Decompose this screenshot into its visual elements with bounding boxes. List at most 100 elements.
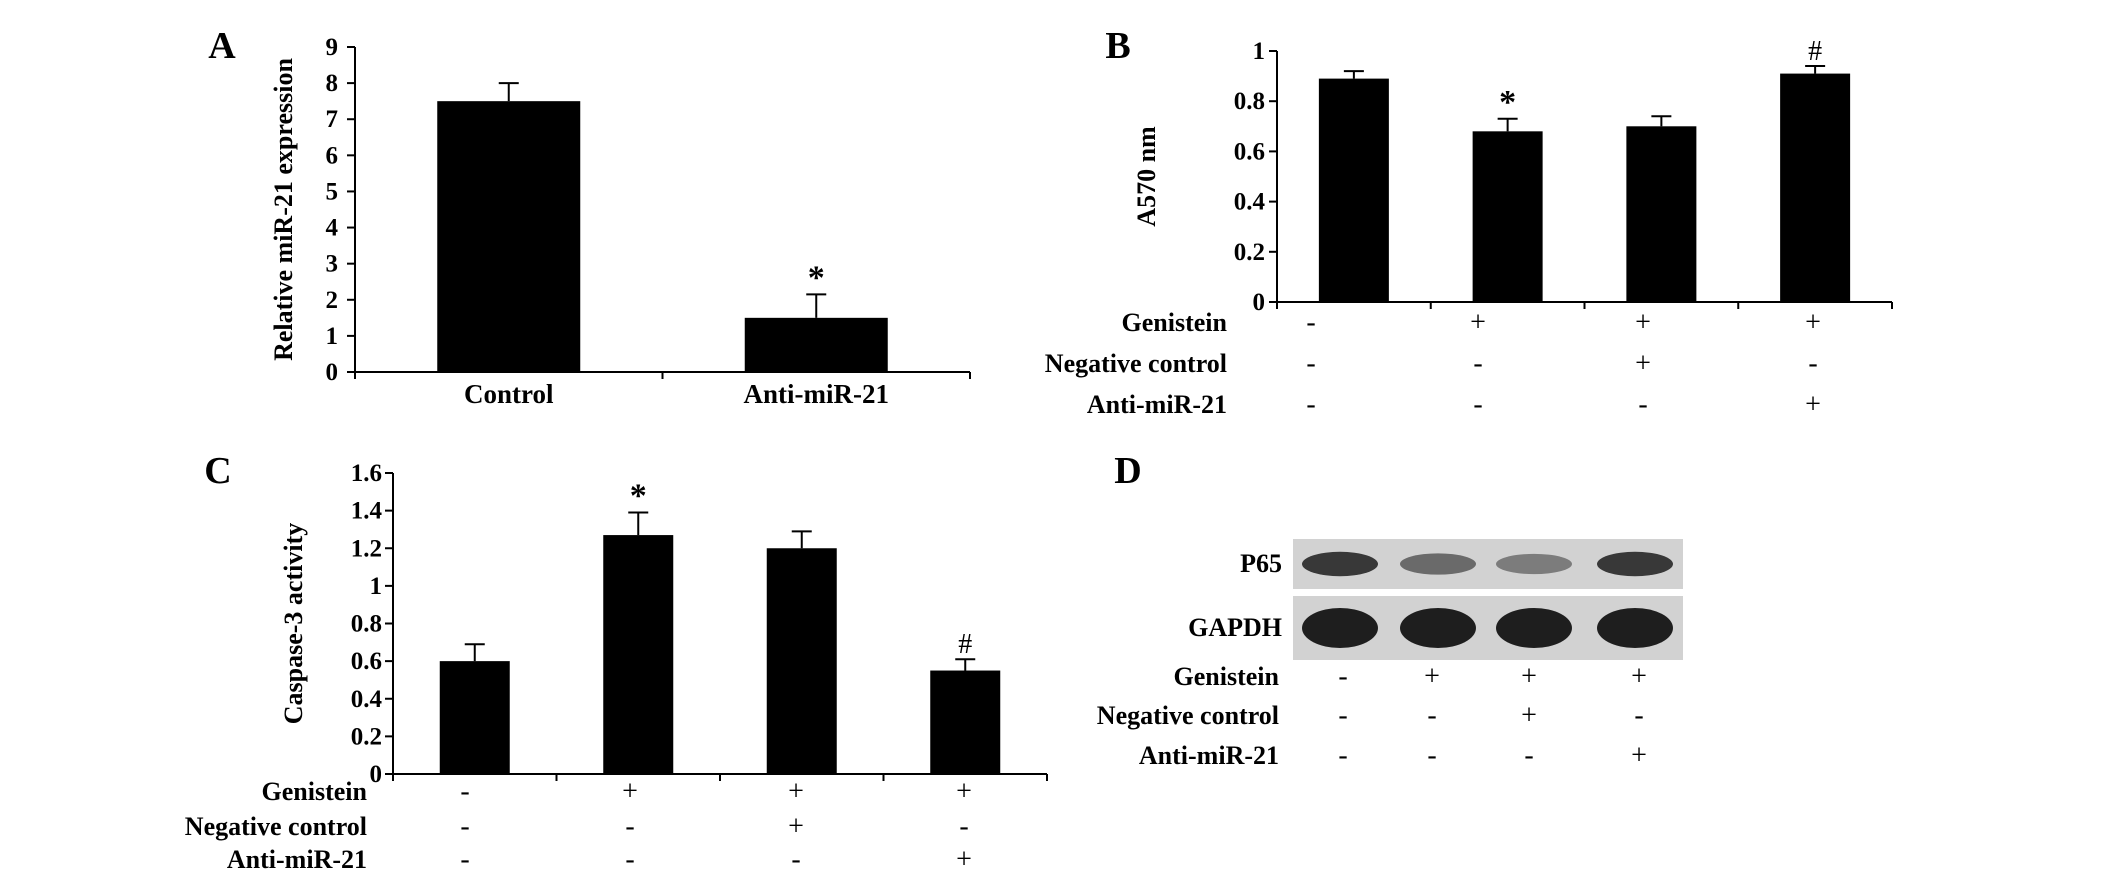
hash-annotation: # [1808, 36, 1822, 67]
condition-sign: - [460, 811, 469, 842]
bar [1318, 78, 1389, 302]
blot-band [1496, 608, 1572, 648]
y-tick-label: 1 [370, 573, 383, 600]
condition-sign: + [1470, 307, 1486, 338]
y-tick-label: 9 [326, 34, 339, 61]
condition-sign: - [460, 776, 469, 807]
condition-sign: - [625, 844, 634, 875]
condition-sign: - [1338, 661, 1347, 692]
condition-sign: + [788, 776, 804, 807]
condition-sign: - [1338, 740, 1347, 771]
panel-d-letter: D [1114, 450, 1141, 492]
condition-sign: - [959, 811, 968, 842]
y-tick-label: 1 [1253, 38, 1266, 65]
blot-band [1496, 553, 1572, 575]
condition-sign: - [1524, 740, 1533, 771]
y-tick-label: 5 [326, 178, 339, 205]
y-tick-label: 0 [370, 761, 383, 788]
blot-band [1400, 553, 1476, 575]
y-tick-label: 1.2 [351, 535, 382, 562]
significance-asterisk: * [808, 259, 825, 296]
y-tick-label: 1 [326, 323, 339, 350]
condition-sign: - [1427, 740, 1436, 771]
condition-sign: - [1473, 389, 1482, 420]
condition-row-label: Anti-miR-21 [1087, 390, 1227, 419]
condition-sign: + [622, 776, 638, 807]
y-axis-label: Relative miR-21 expression [269, 58, 298, 361]
condition-sign: - [460, 844, 469, 875]
bar [437, 101, 581, 373]
condition-sign: - [1634, 700, 1643, 731]
condition-row-label: Negative control [1097, 701, 1279, 730]
blot-band [1302, 551, 1378, 577]
condition-sign: + [1635, 307, 1651, 338]
condition-row-label: Anti-miR-21 [227, 845, 367, 874]
bar [1626, 126, 1697, 302]
bar [744, 317, 888, 372]
condition-sign: - [1306, 348, 1315, 379]
y-axis-label: A570 nm [1132, 126, 1161, 227]
y-tick-label: 0.6 [351, 648, 382, 675]
condition-sign: - [625, 811, 634, 842]
y-tick-label: 0 [1253, 289, 1266, 316]
condition-row-label: Genistein [1174, 662, 1280, 691]
panel-d-western-blot: D P65 GAPDH Genistein - + + + Negative control - -… [1097, 450, 1683, 771]
blot-band-label: P65 [1240, 549, 1282, 578]
condition-sign: + [1424, 661, 1440, 692]
condition-sign: + [1521, 661, 1537, 692]
hash-annotation: # [958, 629, 972, 660]
y-tick-label: 0.6 [1234, 138, 1265, 165]
y-axis-label: Caspase-3 activity [279, 523, 308, 724]
condition-sign: - [791, 844, 800, 875]
y-tick-label: 0.2 [351, 723, 382, 750]
panel-a-letter: A [208, 25, 236, 67]
bar [1472, 131, 1543, 302]
condition-sign: + [1805, 307, 1821, 338]
bar [930, 670, 1001, 774]
panel-c-chart: C 0 0.2 0.4 0.6 0.8 1 1.2 1.4 1.6 Caspase-3 activi… [185, 450, 1048, 875]
bar [603, 535, 674, 774]
condition-sign: + [1805, 389, 1821, 420]
blot-band [1597, 551, 1673, 577]
condition-row-label: Genistein [1122, 308, 1228, 337]
blot-band-label: GAPDH [1188, 613, 1282, 642]
y-tick-label: 0.4 [351, 686, 383, 713]
panel-b-chart: B 0 0.2 0.4 0.6 0.8 1 A570 nm * # Genistein - + + + Neg… [1045, 25, 1893, 420]
y-tick-label: 1.4 [351, 498, 383, 525]
y-tick-label: 1.6 [351, 460, 382, 487]
significance-asterisk: * [1499, 84, 1516, 121]
y-tick-label: 0.4 [1234, 189, 1266, 216]
y-tick-label: 7 [326, 106, 339, 133]
condition-sign: - [1427, 700, 1436, 731]
x-category-label: Anti-miR-21 [744, 379, 889, 409]
blot-band [1302, 608, 1378, 648]
blot-band [1400, 608, 1476, 648]
condition-sign: + [1635, 348, 1651, 379]
condition-sign: + [956, 776, 972, 807]
y-tick-label: 6 [326, 142, 339, 169]
y-tick-label: 3 [326, 251, 339, 278]
y-tick-label: 0.8 [351, 611, 382, 638]
y-tick-label: 0.8 [1234, 88, 1265, 115]
y-tick-label: 0 [326, 359, 339, 386]
condition-row-label: Anti-miR-21 [1139, 741, 1279, 770]
panel-b-letter: B [1105, 25, 1130, 67]
condition-sign: - [1808, 348, 1817, 379]
condition-sign: - [1473, 348, 1482, 379]
bar [766, 548, 837, 774]
blot-band [1597, 608, 1673, 648]
y-tick-label: 2 [326, 287, 339, 314]
bar [1780, 73, 1851, 302]
condition-sign: + [1521, 700, 1537, 731]
x-category-label: Control [464, 379, 554, 409]
y-tick-label: 0.2 [1234, 239, 1265, 266]
condition-sign: + [788, 811, 804, 842]
condition-sign: - [1638, 389, 1647, 420]
condition-row-label: Negative control [185, 812, 367, 841]
condition-sign: - [1306, 307, 1315, 338]
condition-row-label: Negative control [1045, 349, 1227, 378]
panel-a-chart: A 0 1 2 3 4 5 6 7 8 9 Relative miR-21 expression * Co… [208, 25, 971, 409]
condition-sign: - [1306, 389, 1315, 420]
panel-c-letter: C [204, 450, 231, 492]
